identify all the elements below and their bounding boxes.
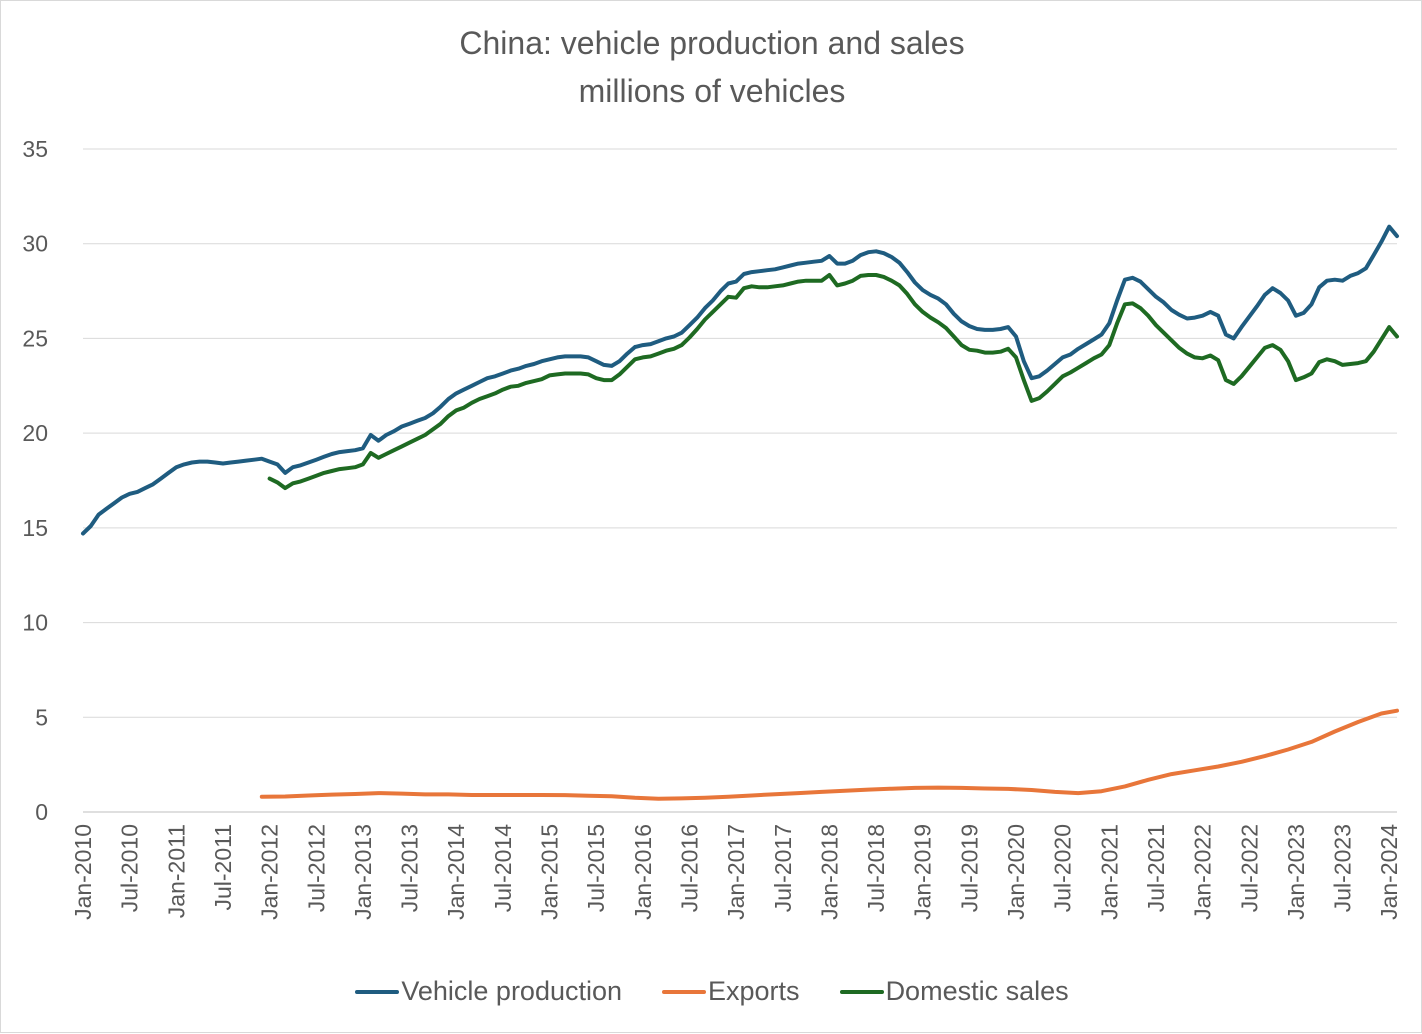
y-tick-label: 0 <box>35 799 48 825</box>
x-tick-label: Jan-2010 <box>70 824 96 920</box>
legend-item-domestic-sales: Domestic sales <box>839 976 1069 1007</box>
y-tick-label: 15 <box>22 515 48 541</box>
x-tick-label: Jan-2022 <box>1190 824 1216 920</box>
x-tick-label: Jan-2019 <box>910 824 936 920</box>
series-line-vehicle-production <box>81 224 1399 536</box>
x-tick-label: Jan-2023 <box>1283 824 1309 920</box>
y-axis-ticks: 0 5 10 15 20 25 30 35 <box>22 136 48 825</box>
x-tick-label: Jul-2019 <box>956 824 982 912</box>
x-tick-label: Jan-2013 <box>350 824 376 920</box>
x-tick-label: Jan-2016 <box>630 824 656 920</box>
series-lines <box>81 224 1399 801</box>
legend-swatch <box>662 989 707 994</box>
y-tick-label: 35 <box>22 136 48 162</box>
legend-label: Domestic sales <box>885 976 1069 1006</box>
x-tick-label: Jul-2010 <box>117 824 143 912</box>
x-tick-label: Jul-2022 <box>1236 824 1262 912</box>
y-tick-label: 20 <box>22 420 48 446</box>
series-line-exports <box>259 708 1399 801</box>
x-tick-label: Jul-2017 <box>770 824 796 912</box>
legend-item-exports: Exports <box>662 976 800 1007</box>
legend: Vehicle production Exports Domestic sale… <box>1 976 1422 1007</box>
x-tick-label: Jul-2018 <box>863 824 889 912</box>
x-tick-label: Jan-2011 <box>163 824 189 918</box>
y-tick-label: 30 <box>22 231 48 257</box>
x-tick-label: Jan-2024 <box>1376 824 1402 920</box>
x-tick-label: Jul-2015 <box>583 824 609 912</box>
x-tick-label: Jan-2020 <box>1003 824 1029 920</box>
x-tick-label: Jan-2017 <box>723 824 749 920</box>
x-tick-label: Jan-2015 <box>537 824 563 920</box>
chart-subtitle: millions of vehicles <box>578 73 846 109</box>
x-tick-label: Jan-2014 <box>443 824 469 920</box>
x-tick-label: Jan-2012 <box>257 824 283 920</box>
series-line-domestic-sales <box>267 273 1399 491</box>
legend-label: Vehicle production <box>401 976 623 1006</box>
x-axis-ticks: Jan-2010 Jul-2010 Jan-2011 Jul-2011 Jan-2012… <box>70 824 1402 920</box>
y-tick-label: 25 <box>22 325 48 351</box>
x-tick-label: Jul-2021 <box>1143 824 1169 912</box>
y-tick-label: 5 <box>35 704 48 730</box>
x-tick-label: Jul-2013 <box>397 824 423 912</box>
legend-swatch <box>355 989 400 994</box>
gridlines <box>83 148 1397 813</box>
x-tick-label: Jul-2014 <box>490 824 516 912</box>
x-tick-label: Jan-2021 <box>1096 824 1122 920</box>
x-tick-label: Jul-2011 <box>210 824 236 911</box>
legend-swatch <box>839 989 884 994</box>
x-tick-label: Jul-2023 <box>1330 824 1356 912</box>
y-tick-label: 10 <box>22 610 48 636</box>
chart-title: China: vehicle production and sales <box>459 25 965 61</box>
legend-label: Exports <box>708 976 800 1006</box>
x-tick-label: Jul-2020 <box>1050 824 1076 912</box>
x-tick-label: Jan-2018 <box>816 824 842 920</box>
x-tick-label: Jul-2012 <box>303 824 329 912</box>
x-tick-label: Jul-2016 <box>676 824 702 912</box>
legend-item-vehicle-production: Vehicle production <box>355 976 622 1007</box>
